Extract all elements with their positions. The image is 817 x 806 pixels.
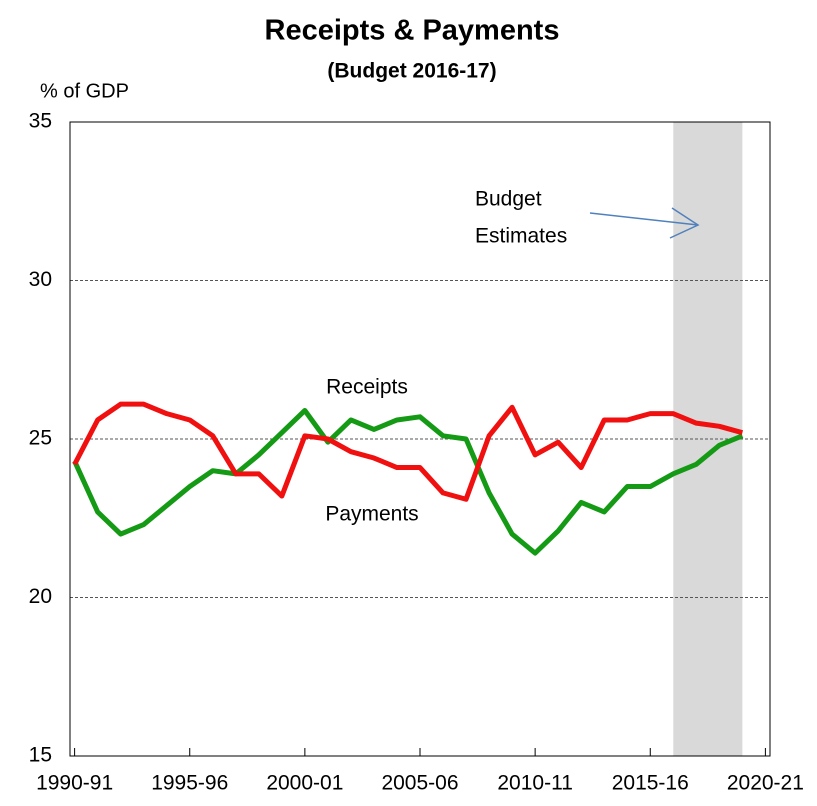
x-tick-label: 2005-06 — [381, 772, 458, 795]
annotation: Budget — [475, 188, 542, 211]
y-axis-label: % of GDP — [40, 80, 129, 102]
y-tick-label: 25 — [29, 427, 52, 450]
chart-title: Receipts & Payments — [265, 15, 560, 47]
x-tick-label: 1990-91 — [36, 772, 113, 795]
y-tick-label: 35 — [29, 110, 52, 133]
annotation-arrow — [589, 212, 699, 226]
annotation: Estimates — [475, 225, 567, 248]
series-line — [72, 407, 744, 556]
x-tick-label: 2020-21 — [727, 772, 804, 795]
annotation-arrowhead — [669, 207, 700, 239]
y-tick-label: 15 — [29, 744, 52, 767]
chart-subtitle: (Budget 2016-17) — [327, 60, 496, 83]
y-tick-label: 20 — [29, 585, 52, 608]
x-tick-label: 2015-16 — [612, 772, 689, 795]
x-tick-label: 2000-01 — [266, 772, 343, 795]
series-label: Receipts — [326, 376, 408, 399]
y-tick-label: 30 — [29, 268, 52, 291]
x-tick-label: 2010-11 — [497, 772, 573, 795]
x-tick-label: 1995-96 — [151, 772, 228, 795]
series-line — [72, 401, 744, 502]
series-label: Payments — [325, 503, 418, 526]
